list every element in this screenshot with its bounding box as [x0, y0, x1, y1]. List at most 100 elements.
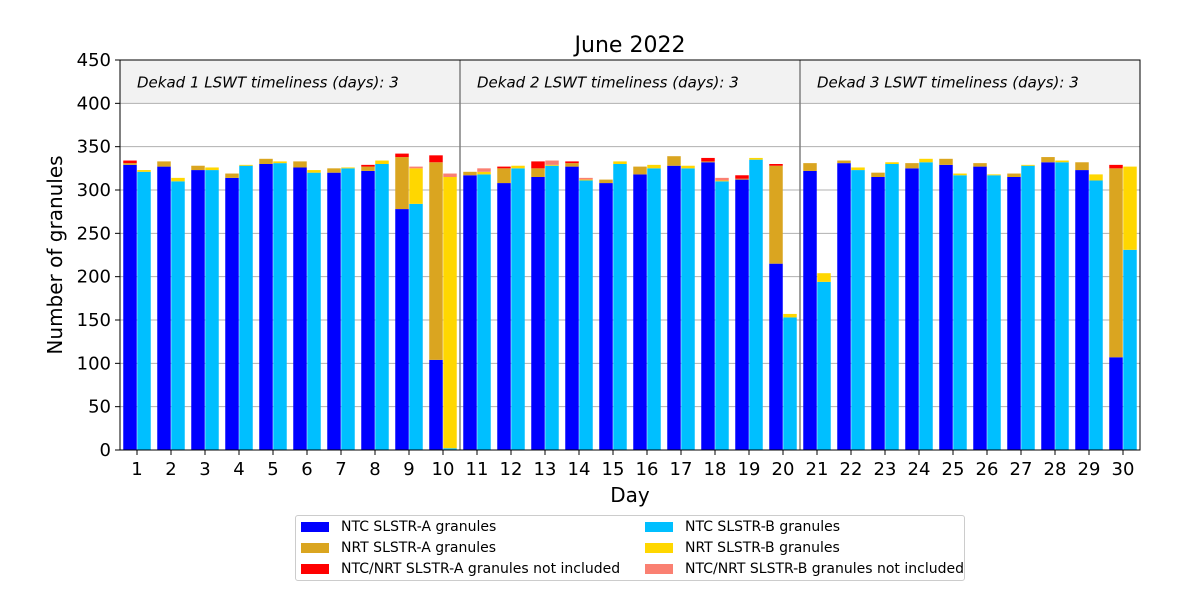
legend-item-ntc-a: NTC SLSTR-A granules [301, 519, 496, 535]
bar-slstr-a-seg-1-day-8 [361, 166, 375, 171]
bar-slstr-b-seg-0-day-1 [137, 171, 151, 451]
bar-slstr-a-seg-1-day-23 [871, 172, 885, 177]
y-tick-label: 400 [77, 93, 111, 114]
legend-label-ntc-b: NTC SLSTR-B granules [685, 519, 841, 535]
legend-item-nrt-b: NRT SLSTR-B granules [645, 540, 840, 556]
bar-slstr-b-seg-0-day-28 [1055, 162, 1069, 450]
bar-slstr-b-seg-0-day-18 [715, 181, 729, 451]
legend-label-ntc-a: NTC SLSTR-A granules [341, 519, 497, 535]
bar-slstr-a-seg-1-day-9 [395, 157, 409, 210]
bar-slstr-b-seg-0-day-8 [375, 164, 389, 450]
x-tick-label: 19 [738, 459, 761, 480]
x-tick-label: 10 [432, 459, 455, 480]
bar-slstr-b-seg-1-day-8 [375, 160, 389, 164]
bar-slstr-a-seg-0-day-16 [633, 174, 647, 450]
bar-slstr-a-seg-0-day-14 [565, 166, 579, 450]
bar-slstr-b-seg-0-day-29 [1089, 180, 1103, 450]
bar-slstr-a-seg-1-day-21 [803, 163, 817, 171]
bar-slstr-b-seg-1-day-19 [749, 157, 763, 160]
bar-slstr-b-seg-1-day-14 [579, 179, 593, 181]
x-tick-label: 22 [840, 459, 863, 480]
y-tick-label: 350 [77, 137, 111, 158]
bar-slstr-a-seg-0-day-29 [1075, 170, 1089, 451]
x-tick-label: 15 [602, 459, 625, 480]
bar-slstr-b-seg-1-day-12 [511, 165, 525, 169]
x-tick-label: 18 [704, 459, 727, 480]
bar-slstr-a-seg-0-day-10 [429, 359, 443, 450]
bar-slstr-b-seg-1-day-7 [341, 167, 355, 169]
x-axis-label: Day [610, 483, 650, 507]
bar-slstr-a-seg-0-day-25 [939, 164, 953, 450]
bar-slstr-b-seg-0-day-21 [817, 281, 831, 450]
bar-slstr-b-seg-2-day-11 [477, 168, 491, 172]
legend-swatch-ntc-a [301, 522, 329, 532]
y-tick-label: 50 [88, 397, 111, 418]
bar-slstr-a-seg-1-day-3 [191, 165, 205, 171]
bar-slstr-a-seg-2-day-13 [531, 161, 545, 169]
bar-slstr-b-seg-0-day-12 [511, 168, 525, 451]
legend-swatch-excluded-a [301, 564, 329, 574]
bar-slstr-b-seg-1-day-28 [1055, 160, 1069, 163]
bar-slstr-a-seg-1-day-25 [939, 158, 953, 165]
bar-slstr-b-seg-0-day-19 [749, 159, 763, 450]
bar-slstr-b-seg-0-day-14 [579, 180, 593, 450]
bar-slstr-a-seg-2-day-8 [361, 164, 375, 167]
bar-slstr-a-seg-0-day-3 [191, 170, 205, 451]
y-tick-label: 300 [77, 180, 111, 201]
bar-slstr-a-seg-1-day-30 [1109, 168, 1123, 358]
bar-slstr-a-seg-0-day-18 [701, 162, 715, 450]
legend-swatch-nrt-a [301, 543, 329, 553]
y-tick-label: 250 [77, 223, 111, 244]
bar-slstr-b-seg-2-day-10 [443, 173, 457, 177]
bar-slstr-a-seg-0-day-2 [157, 166, 171, 450]
bar-slstr-a-seg-0-day-23 [871, 177, 885, 450]
bar-slstr-b-seg-1-day-16 [647, 164, 661, 169]
bar-slstr-a-seg-0-day-5 [259, 164, 273, 450]
bar-slstr-a-seg-0-day-20 [769, 263, 783, 450]
y-tick-label: 150 [77, 310, 111, 331]
bar-slstr-b-seg-1-day-23 [885, 162, 899, 164]
bar-slstr-a-seg-1-day-15 [599, 179, 613, 184]
bar-slstr-a-seg-1-day-19 [735, 178, 749, 180]
x-tick-label: 29 [1078, 459, 1101, 480]
bar-slstr-b-seg-1-day-10 [443, 177, 457, 449]
bar-slstr-a-seg-0-day-6 [293, 167, 307, 450]
y-tick-label: 100 [77, 353, 111, 374]
bar-slstr-b-seg-0-day-11 [477, 174, 491, 450]
bar-slstr-a-seg-0-day-1 [123, 164, 137, 450]
bar-slstr-a-seg-1-day-18 [701, 161, 715, 163]
x-tick-label: 24 [908, 459, 931, 480]
bar-slstr-a-seg-0-day-13 [531, 177, 545, 450]
bar-slstr-a-seg-0-day-21 [803, 170, 817, 450]
legend-swatch-excluded-b [645, 564, 673, 574]
bar-slstr-b-seg-1-day-9 [409, 168, 423, 204]
legend-item-excluded-b: NTC/NRT SLSTR-B granules not included [645, 561, 964, 577]
bar-slstr-b-seg-0-day-16 [647, 168, 661, 451]
x-tick-label: 2 [165, 459, 176, 480]
bar-slstr-b-seg-1-day-6 [307, 170, 321, 173]
x-tick-label: 9 [403, 459, 414, 480]
divider-layer [459, 60, 801, 450]
bar-slstr-a-seg-1-day-24 [905, 163, 919, 169]
bar-slstr-a-seg-0-day-7 [327, 172, 341, 450]
bar-slstr-b-seg-1-day-26 [987, 174, 1001, 176]
bar-slstr-a-seg-1-day-1 [123, 163, 137, 165]
bar-slstr-b-seg-1-day-25 [953, 173, 967, 176]
bar-slstr-a-seg-0-day-22 [837, 163, 851, 450]
bar-slstr-a-seg-0-day-28 [1041, 162, 1055, 450]
bar-slstr-a-seg-1-day-11 [463, 171, 477, 176]
bar-slstr-a-seg-0-day-19 [735, 179, 749, 450]
x-tick-label: 25 [942, 459, 965, 480]
legend-swatch-ntc-b [645, 522, 673, 532]
bar-slstr-b-seg-2-day-13 [545, 160, 559, 165]
x-tick-label: 21 [806, 459, 829, 480]
plot-frame [119, 59, 1141, 451]
bar-slstr-b-seg-0-day-27 [1021, 165, 1035, 450]
bar-slstr-a-seg-0-day-11 [463, 175, 477, 450]
bar-slstr-b-seg-1-day-24 [919, 158, 933, 163]
bar-slstr-b-seg-1-day-17 [681, 165, 695, 169]
y-tick-label: 450 [77, 50, 111, 71]
bar-slstr-a-seg-1-day-6 [293, 161, 307, 168]
bar-slstr-b-seg-0-day-20 [783, 317, 797, 450]
